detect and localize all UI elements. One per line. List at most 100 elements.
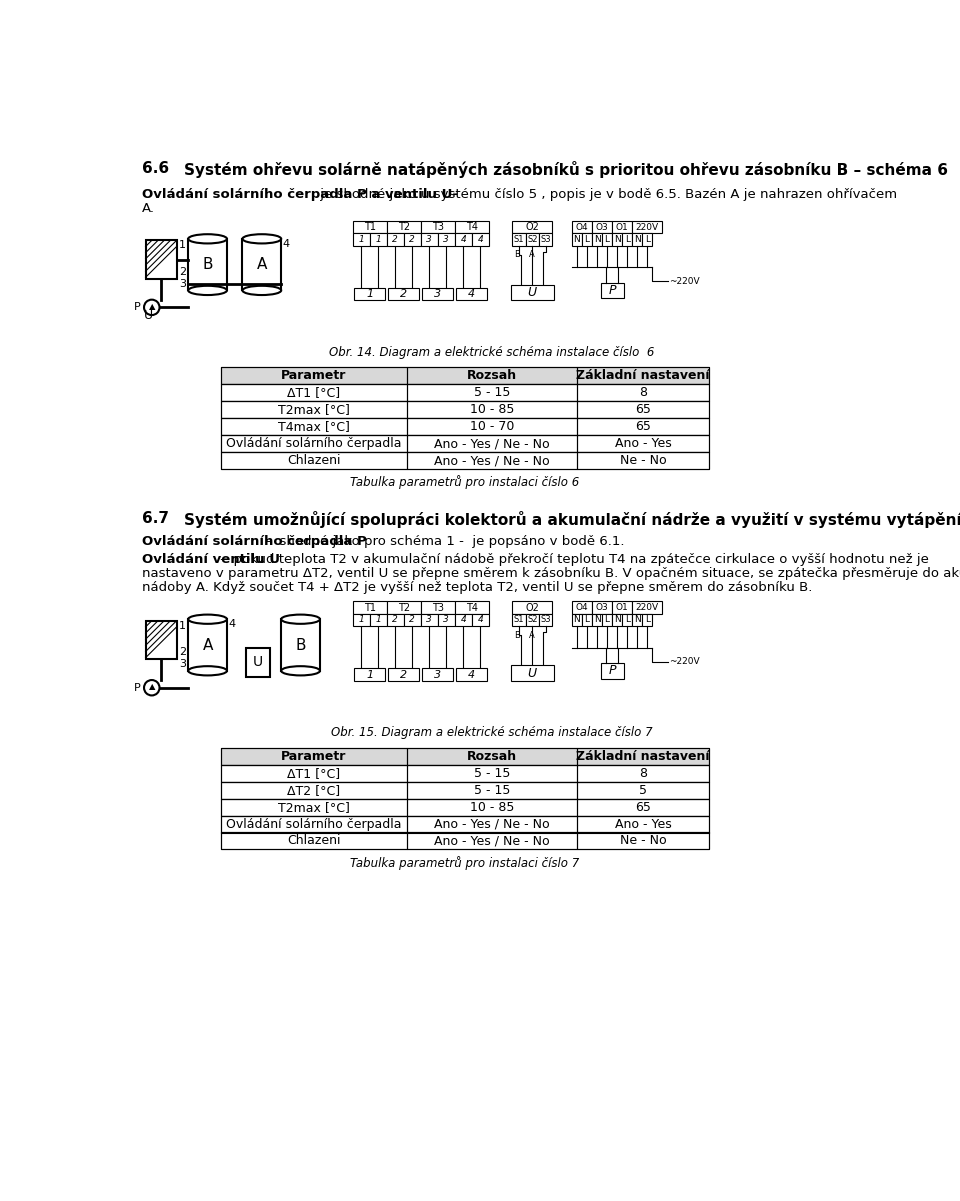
Bar <box>622 233 633 246</box>
Text: 4: 4 <box>468 289 475 299</box>
Bar <box>456 288 488 300</box>
Bar <box>407 748 577 765</box>
Text: 3: 3 <box>426 615 432 625</box>
Bar <box>420 233 438 246</box>
Text: P: P <box>134 303 141 312</box>
Bar <box>512 233 525 246</box>
Bar <box>420 614 438 626</box>
Text: N: N <box>593 615 600 625</box>
Text: O3: O3 <box>595 603 609 613</box>
Bar <box>511 665 554 681</box>
Bar <box>281 620 320 671</box>
Text: 3: 3 <box>444 235 449 244</box>
Bar <box>642 614 653 626</box>
Text: Ne - No: Ne - No <box>620 454 666 467</box>
Text: ΔT1 [°C]: ΔT1 [°C] <box>287 766 340 779</box>
Circle shape <box>144 300 159 315</box>
Text: B: B <box>515 250 520 259</box>
Bar <box>403 614 420 626</box>
Bar <box>577 401 709 418</box>
Text: B: B <box>515 631 520 640</box>
Text: A.: A. <box>142 202 155 215</box>
Bar <box>572 614 582 626</box>
Bar <box>472 614 489 626</box>
Text: 1: 1 <box>375 235 381 244</box>
Bar <box>592 614 602 626</box>
Text: L: L <box>645 235 650 244</box>
Text: 4: 4 <box>477 235 483 244</box>
Text: S2: S2 <box>527 235 538 244</box>
Bar <box>512 614 525 626</box>
Text: 5 - 15: 5 - 15 <box>474 766 510 779</box>
Bar <box>633 233 642 246</box>
Text: 4: 4 <box>228 620 235 629</box>
Bar <box>221 832 407 849</box>
Bar <box>247 647 270 677</box>
Bar <box>407 832 577 849</box>
Bar <box>420 221 455 233</box>
Text: 4: 4 <box>468 670 475 680</box>
Bar <box>352 614 370 626</box>
Text: 2: 2 <box>180 267 186 277</box>
Text: 3: 3 <box>180 659 186 669</box>
Bar <box>622 614 633 626</box>
Text: O3: O3 <box>595 222 609 232</box>
Text: 1: 1 <box>179 240 186 250</box>
Bar <box>577 435 709 452</box>
Text: 2: 2 <box>400 289 407 299</box>
Bar <box>407 418 577 435</box>
Text: 2: 2 <box>400 670 407 680</box>
Text: 1: 1 <box>366 670 373 680</box>
Bar <box>438 614 455 626</box>
Text: L: L <box>585 615 589 625</box>
Text: 8: 8 <box>639 387 647 399</box>
Bar <box>612 602 633 614</box>
Ellipse shape <box>188 667 227 675</box>
Text: P: P <box>134 682 141 693</box>
Bar <box>525 233 539 246</box>
Text: T2: T2 <box>397 222 410 232</box>
Text: 65: 65 <box>636 420 651 434</box>
Text: Chlazeni: Chlazeni <box>287 835 341 848</box>
Text: 2: 2 <box>393 615 398 625</box>
Ellipse shape <box>281 667 320 675</box>
Bar <box>601 663 624 679</box>
Bar <box>511 285 554 300</box>
Text: Ovládání solárního čerpadla: Ovládání solárního čerpadla <box>226 437 401 450</box>
Text: T3: T3 <box>432 222 444 232</box>
Bar <box>577 384 709 401</box>
Bar <box>188 239 227 291</box>
Ellipse shape <box>188 615 227 623</box>
Bar <box>352 233 370 246</box>
Text: P: P <box>609 283 616 297</box>
Text: 65: 65 <box>636 801 651 813</box>
Bar <box>602 614 612 626</box>
Text: Základní nastavení: Základní nastavení <box>576 370 709 382</box>
Text: je shodné jako u systému číslo 5 , popis je v bodě 6.5. Bazén A je nahrazen ohří: je shodné jako u systému číslo 5 , popis… <box>316 189 897 201</box>
Text: 3: 3 <box>444 615 449 625</box>
Bar <box>592 221 612 233</box>
Text: L: L <box>645 615 650 625</box>
Bar <box>221 799 709 815</box>
Text: A: A <box>529 631 535 640</box>
Text: S1: S1 <box>514 235 524 244</box>
Text: Rozsah: Rozsah <box>467 370 517 382</box>
Text: U: U <box>528 667 537 680</box>
Ellipse shape <box>243 286 281 295</box>
Text: 65: 65 <box>636 404 651 417</box>
Bar <box>221 384 709 401</box>
Text: N: N <box>593 235 600 244</box>
Text: T3: T3 <box>432 603 444 613</box>
Text: ▲: ▲ <box>149 303 155 311</box>
Bar <box>221 418 407 435</box>
Bar <box>422 669 453 681</box>
Bar <box>420 602 455 614</box>
Bar <box>387 602 420 614</box>
Text: nastaveno v parametru ΔT2, ventil U se přepne směrem k zásobníku B. V opačném si: nastaveno v parametru ΔT2, ventil U se p… <box>142 567 960 580</box>
Text: Rozsah: Rozsah <box>467 749 517 763</box>
Text: N: N <box>613 235 620 244</box>
Text: N: N <box>613 615 620 625</box>
Text: Tabulka parametrů pro instalaci číslo 6: Tabulka parametrů pro instalaci číslo 6 <box>350 476 580 489</box>
Bar <box>243 239 281 291</box>
Bar <box>592 233 602 246</box>
